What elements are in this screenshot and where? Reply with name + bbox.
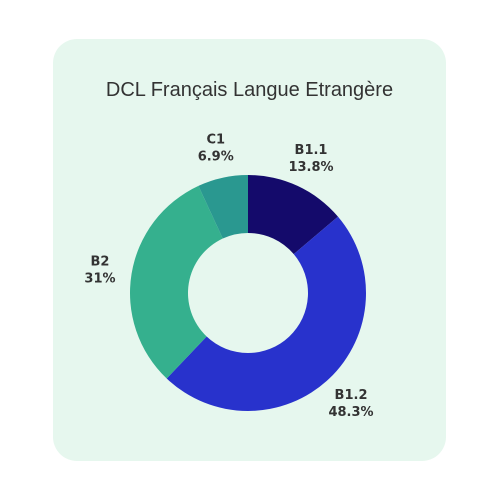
slice-b1-1 — [248, 175, 338, 255]
labels-group: B1.1 13.8% B1.2 48.3% B2 31% C1 6.9% — [84, 133, 373, 421]
slice-label-c1: C1 — [206, 133, 225, 148]
slice-label-b2: B2 — [91, 255, 110, 270]
slices-group — [130, 175, 367, 412]
chart-title: DCL Français Langue Etrangère — [105, 79, 394, 101]
slice-label-b1-1: B1.1 — [295, 143, 328, 158]
slice-value-b1-1: 13.8% — [288, 160, 333, 175]
slice-value-b2: 31% — [84, 272, 115, 287]
slice-value-c1: 6.9% — [198, 150, 234, 165]
slice-b1-2 — [166, 216, 367, 412]
slice-b2 — [130, 185, 223, 379]
slice-value-b1-2: 48.3% — [328, 405, 373, 420]
slice-label-b1-2: B1.2 — [335, 388, 368, 403]
slice-c1 — [198, 175, 248, 239]
